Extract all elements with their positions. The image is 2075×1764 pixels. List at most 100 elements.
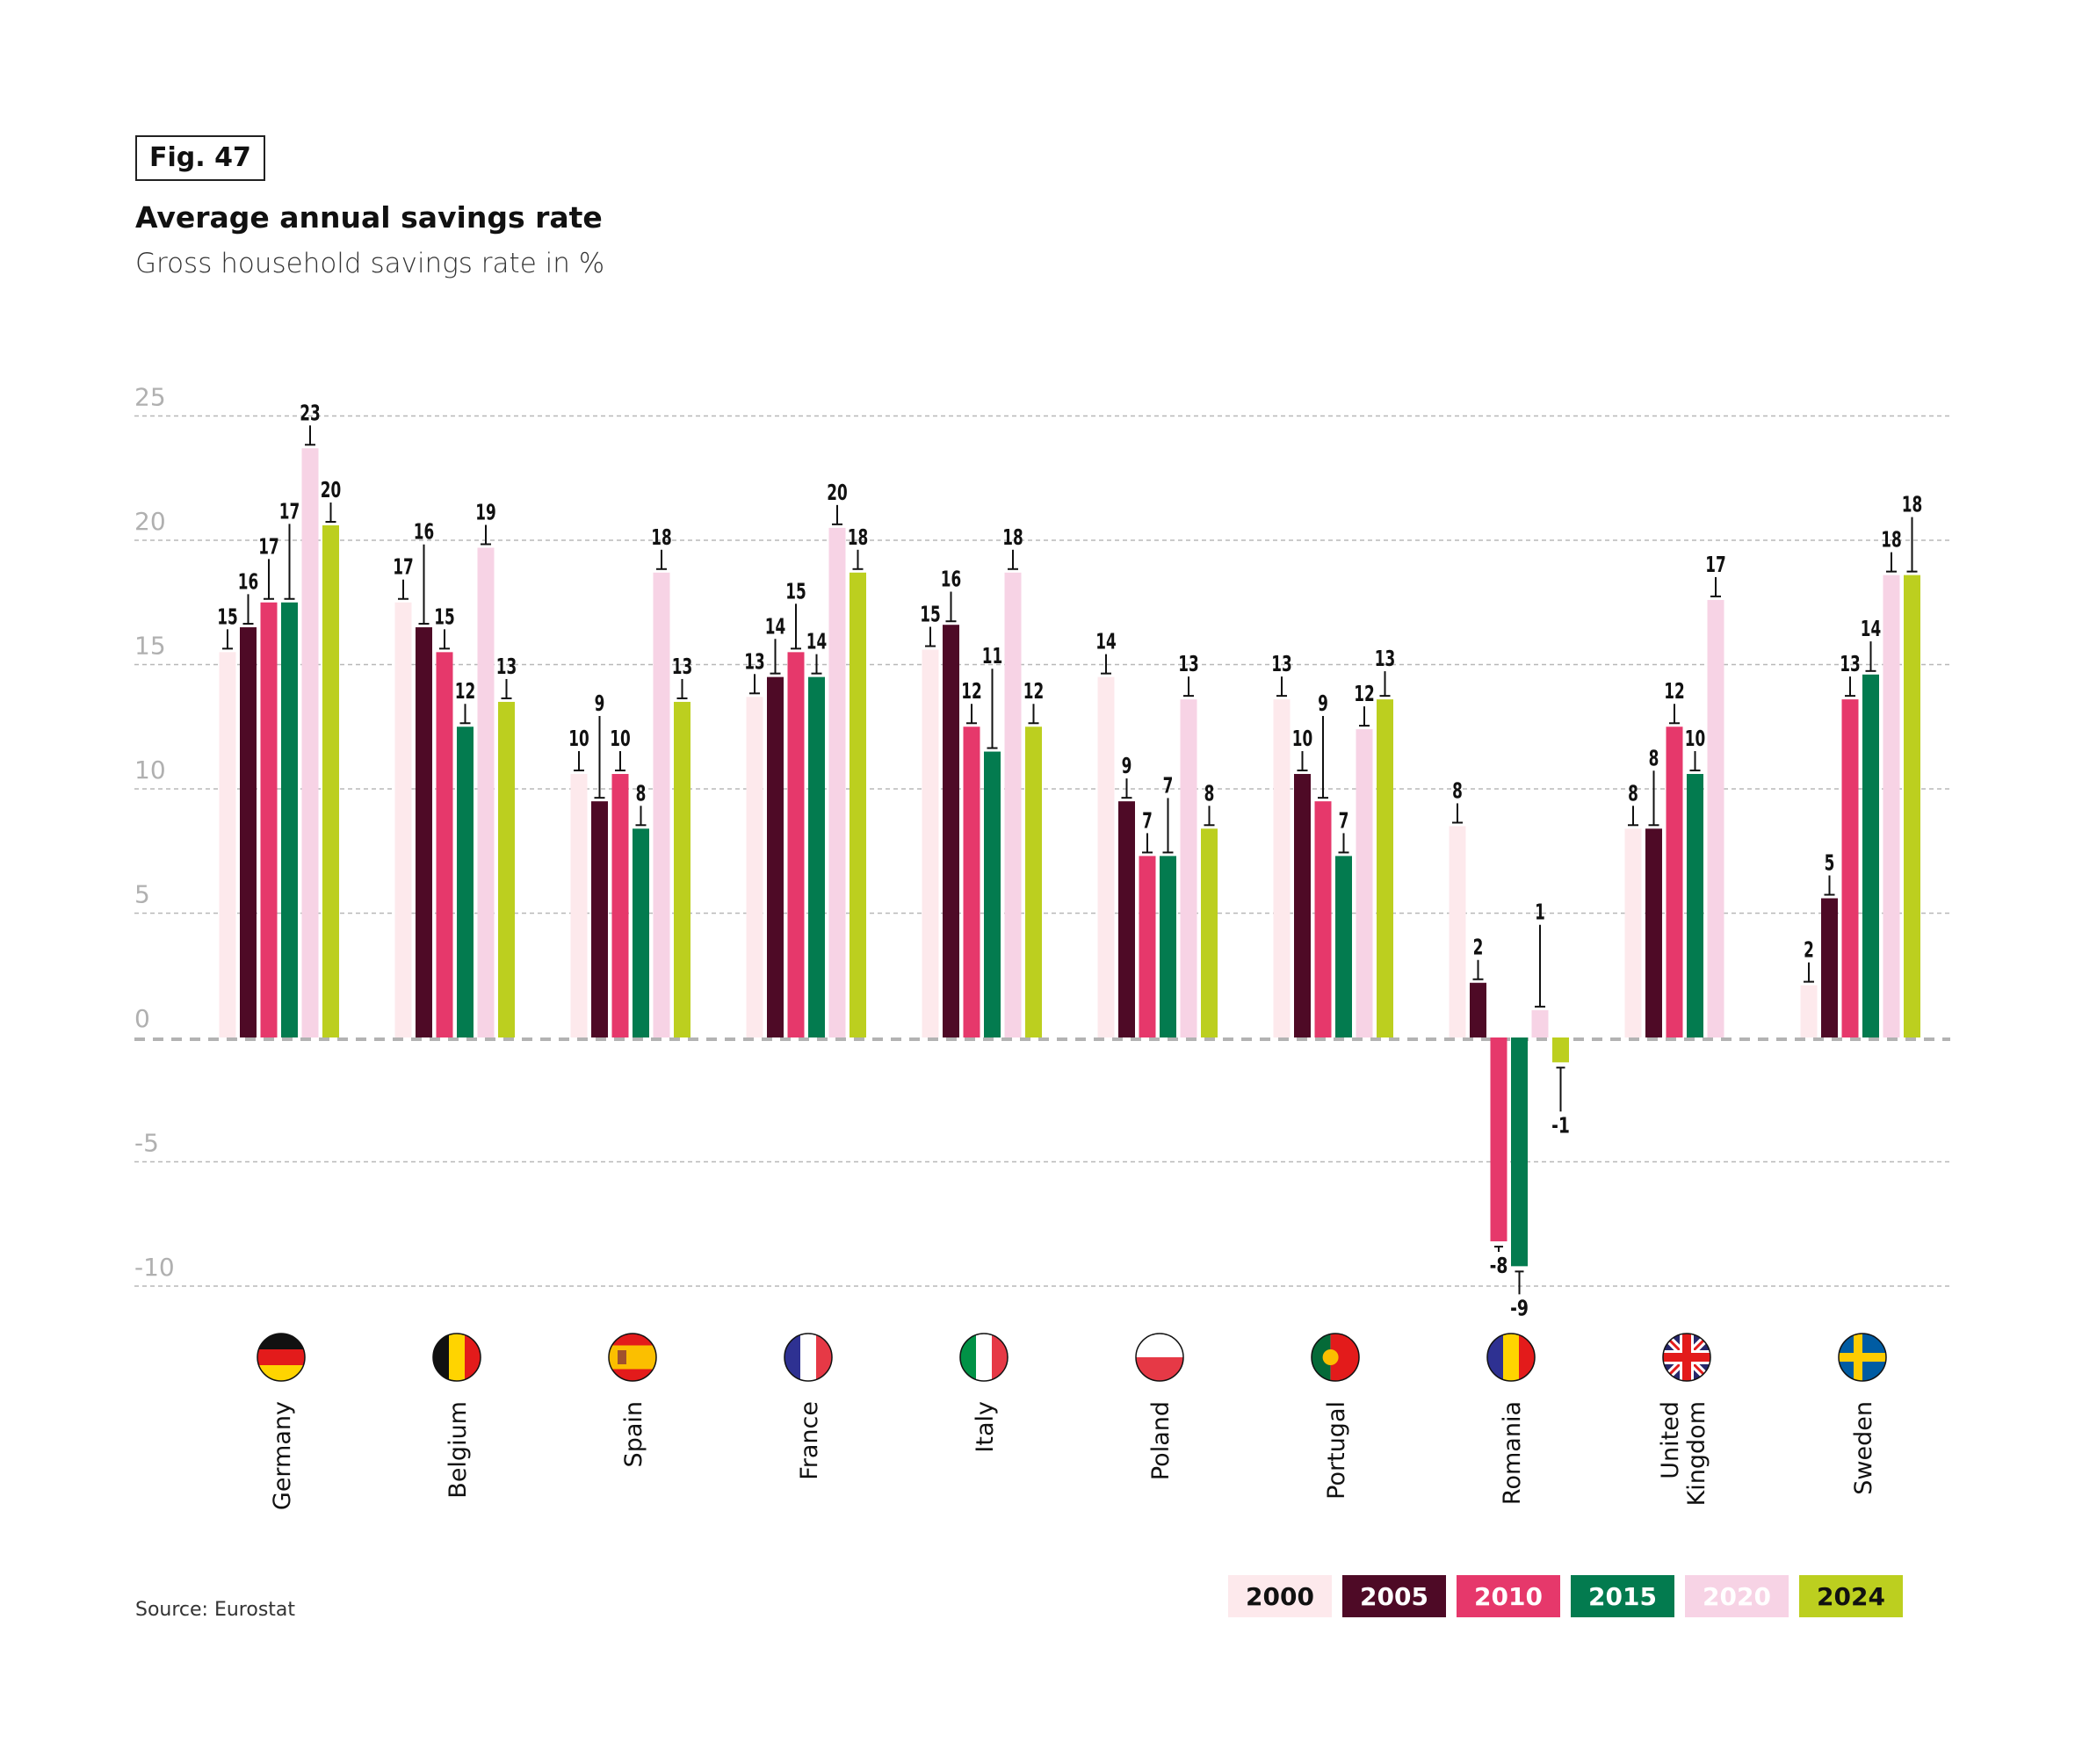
bar-2005-belgium	[416, 627, 432, 1037]
data-label: 15	[920, 602, 940, 627]
data-label: 16	[414, 519, 434, 545]
y-tick-label: 25	[134, 383, 166, 412]
bar-2005-spain	[591, 801, 608, 1037]
y-tick-label: 20	[134, 507, 166, 536]
bar-2005-portugal	[1294, 774, 1311, 1037]
bar-2010-italy	[963, 727, 980, 1037]
bar-2010-portugal	[1314, 801, 1332, 1037]
data-label: 9	[595, 690, 605, 716]
legend-item-2015: 2015	[1571, 1575, 1674, 1617]
data-label: 19	[475, 500, 495, 525]
bar-2015-belgium	[457, 727, 474, 1037]
data-label: 13	[1840, 651, 1860, 676]
data-label: 13	[1271, 651, 1291, 676]
data-label: 12	[961, 679, 981, 705]
data-label: 11	[982, 644, 1002, 669]
bar-2020-germany	[301, 448, 319, 1037]
data-label: 8	[636, 781, 647, 806]
category-label: Sweden	[1850, 1401, 1877, 1495]
data-label: 12	[1354, 681, 1374, 706]
data-label: 5	[1825, 850, 1835, 876]
data-label: 18	[1002, 524, 1023, 550]
data-label: 18	[651, 524, 671, 550]
data-label: 18	[1902, 492, 1922, 517]
bar-2010-sweden	[1841, 699, 1859, 1037]
flag-sweden-icon	[1838, 1333, 1887, 1382]
data-label: 20	[827, 480, 847, 505]
bar-2024-germany	[322, 525, 339, 1037]
category-label: Romania	[1499, 1401, 1526, 1505]
category-label: Belgium	[445, 1401, 472, 1499]
bar-2000-romania	[1449, 826, 1466, 1037]
bar-2024-sweden	[1904, 575, 1920, 1037]
bar-2015-sweden	[1862, 674, 1879, 1037]
bar-2005-sweden	[1821, 898, 1838, 1037]
bar-2005-poland	[1118, 801, 1135, 1037]
flag-romania-icon	[1486, 1333, 1536, 1382]
category-label: Kingdom	[1683, 1401, 1710, 1506]
data-label: 13	[496, 654, 517, 679]
bar-2000-poland	[1097, 676, 1115, 1037]
bar-2020-belgium	[477, 547, 495, 1037]
bar-2010-spain	[611, 774, 629, 1037]
data-label: 13	[744, 649, 764, 675]
bar-2010-belgium	[436, 652, 453, 1037]
data-label: 7	[1339, 808, 1349, 834]
bar-2000-germany	[219, 652, 236, 1037]
bar-2000-belgium	[394, 602, 412, 1037]
data-label: 9	[1318, 690, 1328, 716]
data-label: 14	[1095, 629, 1116, 654]
data-label: 2	[1473, 935, 1484, 960]
flag-spain-icon	[608, 1333, 657, 1382]
category-label: Germany	[269, 1401, 296, 1510]
bar-2024-italy	[1025, 727, 1042, 1037]
y-tick-label: 0	[134, 1004, 150, 1033]
bar-2020-portugal	[1356, 729, 1373, 1037]
bar-2020-poland	[1180, 699, 1197, 1037]
data-label: 18	[1881, 527, 1901, 553]
bar-2010-germany	[260, 602, 278, 1037]
flag-poland-icon	[1135, 1333, 1184, 1382]
flag-france-icon	[784, 1333, 833, 1382]
bar-2015-spain	[633, 828, 649, 1037]
bar-2024-poland	[1201, 828, 1218, 1037]
legend-label: 2000	[1246, 1581, 1314, 1611]
bar-2015-romania	[1511, 1037, 1528, 1267]
legend-label: 2010	[1474, 1581, 1543, 1611]
bar-2015-portugal	[1335, 856, 1352, 1037]
flag-belgium-icon	[432, 1333, 481, 1382]
data-label: 14	[1861, 616, 1881, 641]
bar-2015-italy	[984, 751, 1001, 1037]
y-tick-label: 15	[134, 632, 166, 661]
bar-2010-romania	[1490, 1037, 1507, 1242]
data-label: 10	[1292, 726, 1312, 751]
data-label: 10	[1685, 726, 1705, 751]
y-tick-label: -10	[134, 1253, 175, 1282]
y-tick-label: 5	[134, 880, 150, 909]
y-tick-label: -5	[134, 1129, 159, 1158]
data-label: 13	[1178, 651, 1198, 676]
data-label: 14	[806, 629, 827, 654]
chart-subtitle: Gross household savings rate in %	[135, 248, 605, 279]
bar-2015-germany	[281, 602, 298, 1037]
bar-2020-romania	[1531, 1009, 1549, 1037]
chart-title: Average annual savings rate	[135, 200, 603, 235]
data-label: 8	[1452, 778, 1463, 804]
legend-item-2005: 2005	[1342, 1575, 1446, 1617]
data-label: -8	[1490, 1253, 1508, 1278]
data-label: 15	[785, 579, 806, 604]
data-label: 17	[258, 534, 278, 560]
legend: 2000 2005 2010 2015 2020 2024	[1228, 1575, 1903, 1617]
figure-badge: Fig. 47	[135, 135, 265, 181]
bar-2020-france	[828, 527, 846, 1037]
legend-item-2010: 2010	[1457, 1575, 1560, 1617]
category-label: Portugal	[1323, 1401, 1350, 1500]
bar-2005-germany	[240, 627, 257, 1037]
bar-2000-italy	[922, 649, 939, 1037]
data-label: -9	[1510, 1296, 1529, 1321]
bar-2010-france	[787, 652, 805, 1037]
data-label: 2	[1804, 937, 1814, 963]
data-label: 15	[434, 604, 454, 630]
bar-2015-france	[808, 676, 825, 1037]
bar-2024-romania	[1552, 1037, 1569, 1063]
